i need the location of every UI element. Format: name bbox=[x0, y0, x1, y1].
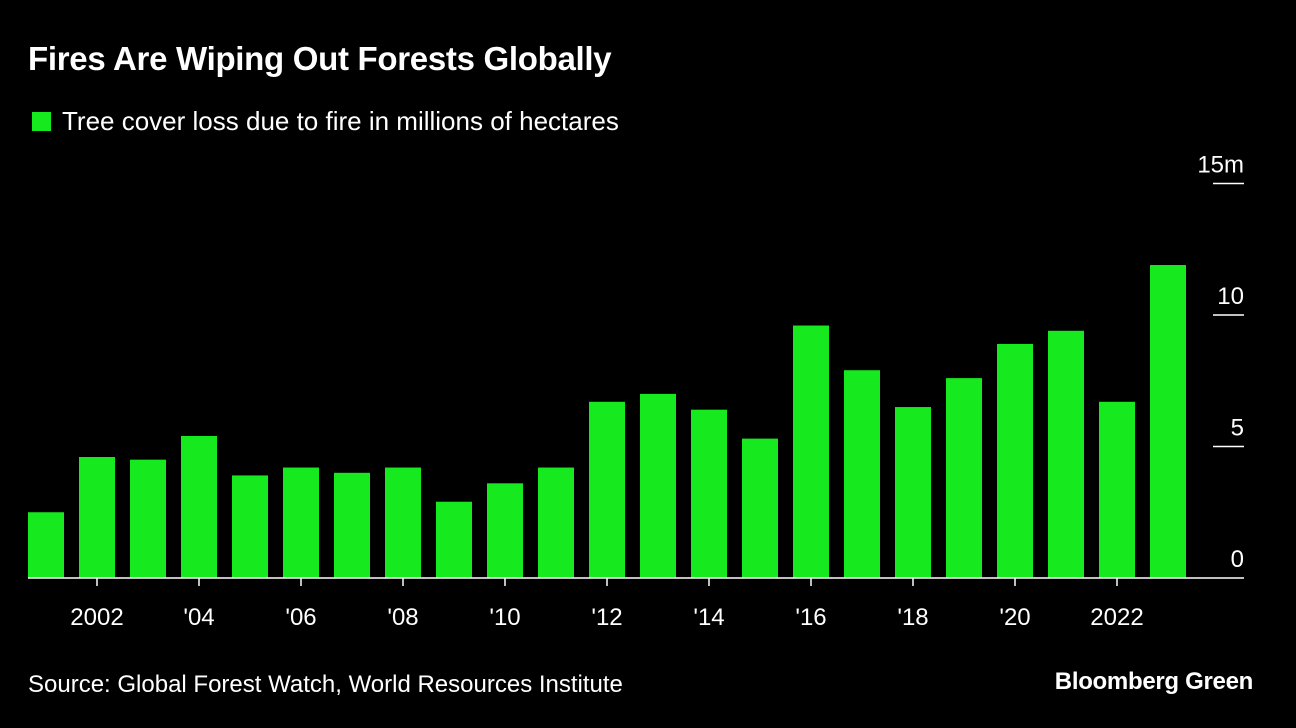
bar-2021 bbox=[1048, 330, 1084, 578]
bar-2016 bbox=[793, 325, 829, 578]
bar-2012 bbox=[589, 401, 625, 578]
x-tick-label-2020: '20 bbox=[999, 604, 1030, 631]
y-axis: 0 5 10 15m bbox=[1197, 152, 1244, 573]
bar-2008 bbox=[385, 467, 421, 578]
x-tick-label-2014: '14 bbox=[693, 604, 724, 631]
bar-2010 bbox=[487, 483, 523, 578]
bar-2011 bbox=[538, 467, 574, 578]
x-tick-label-2022: 2022 bbox=[1090, 604, 1143, 631]
bar-2002 bbox=[79, 457, 115, 578]
bar-2014 bbox=[691, 409, 727, 578]
bar-2006 bbox=[283, 467, 319, 578]
y-tick-label-0: 0 bbox=[1231, 546, 1244, 573]
bar-2019 bbox=[946, 378, 982, 578]
bar-2003 bbox=[130, 459, 166, 578]
bar-2022 bbox=[1099, 401, 1135, 578]
x-tick-label-2006: '06 bbox=[285, 604, 316, 631]
x-tick-label-2012: '12 bbox=[591, 604, 622, 631]
bar-2023 bbox=[1150, 265, 1186, 578]
legend-label: Tree cover loss due to fire in millions … bbox=[62, 106, 619, 136]
bar-2013 bbox=[640, 393, 676, 578]
bar-2009 bbox=[436, 501, 472, 578]
bar-2001 bbox=[28, 512, 64, 578]
bar-2020 bbox=[997, 343, 1033, 578]
bar-2007 bbox=[334, 472, 370, 578]
bar-2005 bbox=[232, 475, 268, 578]
x-tick-label-2008: '08 bbox=[387, 604, 418, 631]
bar-2015 bbox=[742, 438, 778, 578]
bar-2018 bbox=[895, 407, 931, 578]
source-note: Source: Global Forest Watch, World Resou… bbox=[28, 671, 623, 698]
x-tick-label-2002: 2002 bbox=[70, 604, 123, 631]
bar-2017 bbox=[844, 370, 880, 578]
y-tick-label-5: 5 bbox=[1231, 415, 1244, 442]
x-axis: 2002 '04 '06 '08 '10 '12 '14 '16 '18 '20 2022 bbox=[28, 577, 1244, 631]
x-tick-label-2016: '16 bbox=[795, 604, 826, 631]
y-tick-label-10: 10 bbox=[1217, 283, 1244, 310]
brand-logo: Bloomberg Green bbox=[1054, 668, 1254, 695]
chart-title: Fires Are Wiping Out Forests Globally bbox=[28, 40, 612, 77]
legend-swatch bbox=[32, 112, 51, 131]
legend: Tree cover loss due to fire in millions … bbox=[32, 106, 619, 137]
y-tick-label-15: 15m bbox=[1197, 152, 1244, 179]
x-tick-label-2004: '04 bbox=[183, 604, 214, 631]
x-tick-label-2018: '18 bbox=[897, 604, 928, 631]
x-tick-label-2010: '10 bbox=[489, 604, 520, 631]
bar-2004 bbox=[181, 435, 217, 578]
bars-layer bbox=[28, 265, 1186, 578]
